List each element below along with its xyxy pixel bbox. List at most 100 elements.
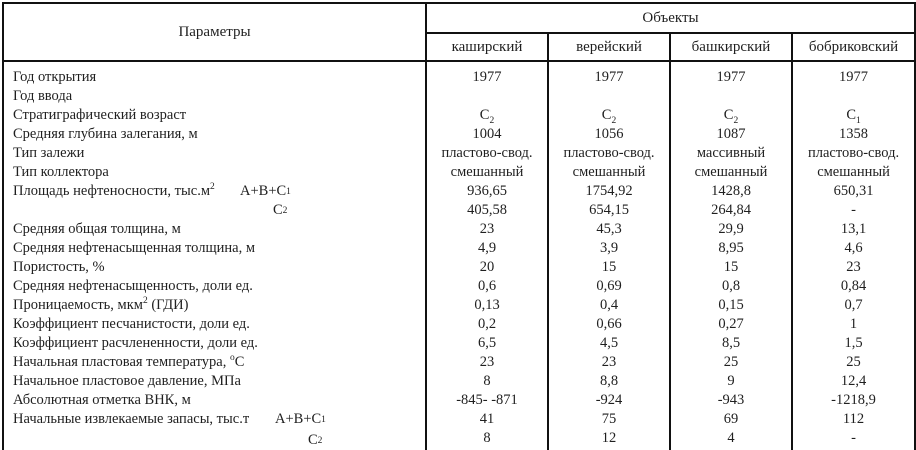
table-row: Проницаемость, мкм2 (ГДИ) 0,13 0,4 0,15 0,7 xyxy=(2,296,916,315)
table-row: Площадь нефтеносности, тыс.м2 А+В+С 1 936,6… xyxy=(2,182,916,201)
table-row: Коэффициент расчлененности, доли ед. 6,5 4… xyxy=(2,334,916,353)
value-cell: 12,4 xyxy=(790,372,916,391)
value-cell: 1,5 xyxy=(790,334,916,353)
value-cell: массивный xyxy=(669,144,793,163)
value-cell: смешанный xyxy=(669,163,793,182)
param-label: Пористость, % xyxy=(2,258,427,277)
value-cell: 1428,8 xyxy=(669,182,793,201)
value-cell: 4,5 xyxy=(547,334,671,353)
value-cell: 6,5 xyxy=(425,334,549,353)
value-cell: 23 xyxy=(425,353,549,372)
value-cell: 405,58 xyxy=(425,201,549,220)
value-cell: смешанный xyxy=(425,163,549,182)
value-cell: 15 xyxy=(669,258,793,277)
header-row-objects: Параметры Объекты xyxy=(2,2,916,62)
value-cell: -1218,9 xyxy=(790,391,916,410)
value-cell: 8,5 xyxy=(669,334,793,353)
param-label: Начальное пластовое давление, МПа xyxy=(2,372,427,391)
value-cell: 1358 xyxy=(790,125,916,144)
value-cell: 654,15 xyxy=(547,201,671,220)
value-cell xyxy=(425,87,549,106)
value-cell: 1977 xyxy=(790,61,916,87)
param-label: Площадь нефтеносности, тыс.м2 А+В+С 1 xyxy=(2,182,427,201)
header-objects: Объекты xyxy=(424,2,916,34)
table-row: Средняя общая толщина, м 23 45,3 29,9 13,1 xyxy=(2,220,916,239)
table-header: Параметры Объекты каширский верейский ба… xyxy=(2,2,916,62)
value-cell: С2 xyxy=(547,106,671,126)
header-col-bashkirsky: башкирский xyxy=(669,32,793,62)
table-row: Стратиграфический возраст С2 С2 С2 С1 xyxy=(2,106,916,126)
param-label: Средняя нефтенасыщенность, доли ед. xyxy=(2,277,427,296)
value-cell: 8 xyxy=(425,372,549,391)
value-cell: 15 xyxy=(547,258,671,277)
value-cell: 0,69 xyxy=(547,277,671,296)
value-cell: 1977 xyxy=(425,61,549,87)
value-cell: 1 xyxy=(790,315,916,334)
value-cell: 9 xyxy=(669,372,793,391)
param-label: Начальные извлекаемые запасы, тыс.т А+В+С… xyxy=(2,410,427,429)
header-col-bobrikovsky: бобриковский xyxy=(790,32,916,62)
value-cell: 1004 xyxy=(425,125,549,144)
value-cell: -845- -871 xyxy=(425,391,549,410)
table-row: Абсолютная отметка ВНК, м -845- -871 -924-… xyxy=(2,391,916,410)
param-label-annex: А+В+С 1 xyxy=(240,183,291,199)
param-label: Средняя нефтенасыщенная толщина, м xyxy=(2,239,427,258)
value-cell: 650,31 xyxy=(790,182,916,201)
table-row: Средняя нефтенасыщенная толщина, м 4,9 3,9… xyxy=(2,239,916,258)
table-body: Год открытия 1977 1977 1977 1977 Год ввода Стр… xyxy=(2,61,916,450)
value-cell: - xyxy=(790,429,916,450)
table-row: Год открытия 1977 1977 1977 1977 xyxy=(2,61,916,87)
value-cell: 8,8 xyxy=(547,372,671,391)
value-cell: С1 xyxy=(790,106,916,126)
param-label: Средняя общая толщина, м xyxy=(2,220,427,239)
header-params: Параметры xyxy=(2,2,427,62)
value-cell: 0,27 xyxy=(669,315,793,334)
value-cell: 23 xyxy=(425,220,549,239)
table-row: С 2 405,58 654,15 264,84- xyxy=(2,201,916,220)
value-cell: смешанный xyxy=(547,163,671,182)
header-row-columns: каширский верейский башкирский бобриковс… xyxy=(3,32,916,62)
value-cell xyxy=(547,87,671,106)
table-row: Начальное пластовое давление, МПа 8 8,8 9 12… xyxy=(2,372,916,391)
param-label-annex: А+В+С 1 xyxy=(275,411,326,427)
value-cell: 13,1 xyxy=(790,220,916,239)
value-cell: 25 xyxy=(669,353,793,372)
table-row: Средняя нефтенасыщенность, доли ед. 0,6 0,… xyxy=(2,277,916,296)
value-cell: 69 xyxy=(669,410,793,429)
header-col-kashirsky: каширский xyxy=(425,32,549,62)
value-cell: 1056 xyxy=(547,125,671,144)
header-col-vereysky: верейский xyxy=(547,32,671,62)
value-cell xyxy=(669,87,793,106)
table-row: Тип залежи пластово-свод. пластово-свод. ма… xyxy=(2,144,916,163)
value-cell: 1754,92 xyxy=(547,182,671,201)
value-cell: 0,2 xyxy=(425,315,549,334)
value-cell: 936,65 xyxy=(425,182,549,201)
value-cell: смешанный xyxy=(790,163,916,182)
value-cell: 4 xyxy=(669,429,793,450)
table-row: С 2 8 12 4- xyxy=(2,429,916,450)
table-row: Начальная пластовая температура, оС 23 23 2… xyxy=(2,353,916,372)
value-cell: 0,13 xyxy=(425,296,549,315)
value-cell: С2 xyxy=(425,106,549,126)
value-cell: 8,95 xyxy=(669,239,793,258)
value-cell: 1977 xyxy=(547,61,671,87)
value-cell: -924 xyxy=(547,391,671,410)
value-cell: 4,6 xyxy=(790,239,916,258)
value-cell: 1087 xyxy=(669,125,793,144)
value-cell: 45,3 xyxy=(547,220,671,239)
param-label: Тип коллектора xyxy=(2,163,427,182)
value-cell: 264,84 xyxy=(669,201,793,220)
value-cell: С2 xyxy=(669,106,793,126)
table-row: Пористость, % 20 15 15 23 xyxy=(2,258,916,277)
value-cell: 12 xyxy=(547,429,671,450)
value-cell: 0,6 xyxy=(425,277,549,296)
value-cell: 23 xyxy=(547,353,671,372)
table-row: Средняя глубина залегания, м 1004 1056 1087… xyxy=(2,125,916,144)
param-label: Стратиграфический возраст xyxy=(2,106,427,125)
value-cell: 0,4 xyxy=(547,296,671,315)
